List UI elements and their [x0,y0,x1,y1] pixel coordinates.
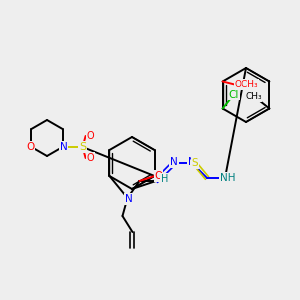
Text: N: N [60,142,68,152]
Text: N: N [124,194,132,204]
Text: NH: NH [220,173,236,183]
Text: OCH₃: OCH₃ [235,80,258,89]
Text: CH₃: CH₃ [245,92,262,101]
Text: N: N [170,157,178,167]
Text: O: O [87,131,94,141]
Text: S: S [192,158,198,168]
Text: N: N [188,157,196,167]
Text: O: O [87,153,94,163]
Text: Cl: Cl [228,89,239,100]
Text: S: S [79,142,86,152]
Text: O: O [154,171,163,181]
Text: O: O [26,142,34,152]
Text: H: H [161,174,168,184]
